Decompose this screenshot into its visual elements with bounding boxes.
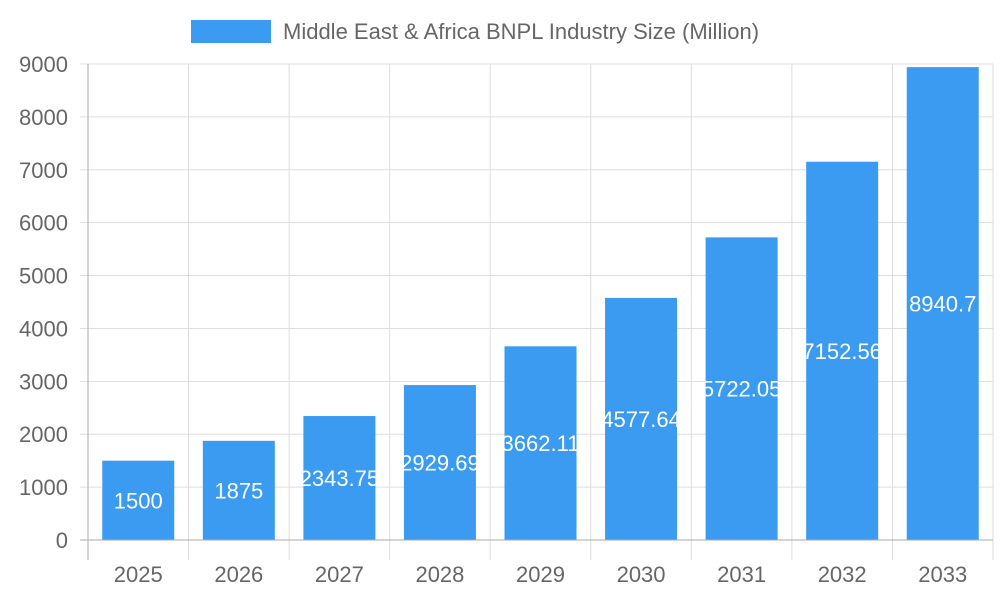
bar bbox=[906, 67, 979, 540]
data-label: 2929.69 bbox=[400, 451, 480, 476]
bar bbox=[504, 346, 577, 540]
y-tick-label: 1000 bbox=[19, 475, 68, 500]
axes: 0 1000 2000 3000 4000 5000 6000 7000 8000 9000 202… bbox=[19, 52, 993, 587]
y-tick-label: 2000 bbox=[19, 422, 68, 447]
y-tick-label: 8000 bbox=[19, 105, 68, 130]
x-tick-label: 2026 bbox=[214, 562, 263, 587]
x-tick-label: 2030 bbox=[617, 562, 666, 587]
y-tick-label: 7000 bbox=[19, 158, 68, 183]
bar bbox=[303, 416, 376, 540]
bars: 1500 1875 2343.75 2929.69 3662.11 4577.64 5722… bbox=[102, 67, 979, 540]
bar bbox=[202, 440, 275, 540]
y-tick-label: 9000 bbox=[19, 52, 68, 77]
x-tick-label: 2025 bbox=[114, 562, 163, 587]
bar bbox=[705, 237, 778, 540]
y-tick-label: 6000 bbox=[19, 211, 68, 236]
y-tick-label: 0 bbox=[56, 528, 68, 553]
y-tick-label: 5000 bbox=[19, 264, 68, 289]
bar bbox=[403, 385, 476, 540]
bar bbox=[605, 297, 678, 540]
data-label: 8940.7 bbox=[909, 292, 976, 317]
data-label: 3662.11 bbox=[502, 431, 580, 456]
x-tick-label: 2029 bbox=[516, 562, 565, 587]
bar bbox=[806, 161, 879, 540]
y-tick-label: 4000 bbox=[19, 316, 68, 341]
x-tick-label: 2032 bbox=[818, 562, 867, 587]
legend-label: Middle East & Africa BNPL Industry Size … bbox=[283, 19, 759, 44]
data-label: 1875 bbox=[214, 478, 263, 503]
legend-swatch bbox=[191, 20, 271, 43]
x-tick-label: 2028 bbox=[415, 562, 464, 587]
data-label: 1500 bbox=[114, 488, 163, 513]
data-label: 7152.56 bbox=[802, 339, 882, 364]
data-label: 4577.64 bbox=[601, 407, 681, 432]
legend: Middle East & Africa BNPL Industry Size … bbox=[191, 19, 759, 44]
x-tick-label: 2031 bbox=[717, 562, 766, 587]
x-tick-label: 2027 bbox=[315, 562, 364, 587]
x-tick-label: 2033 bbox=[918, 562, 967, 587]
data-label: 2343.75 bbox=[300, 466, 380, 491]
y-tick-label: 3000 bbox=[19, 369, 68, 394]
data-label: 5722.05 bbox=[702, 377, 782, 402]
bar bbox=[102, 460, 175, 540]
